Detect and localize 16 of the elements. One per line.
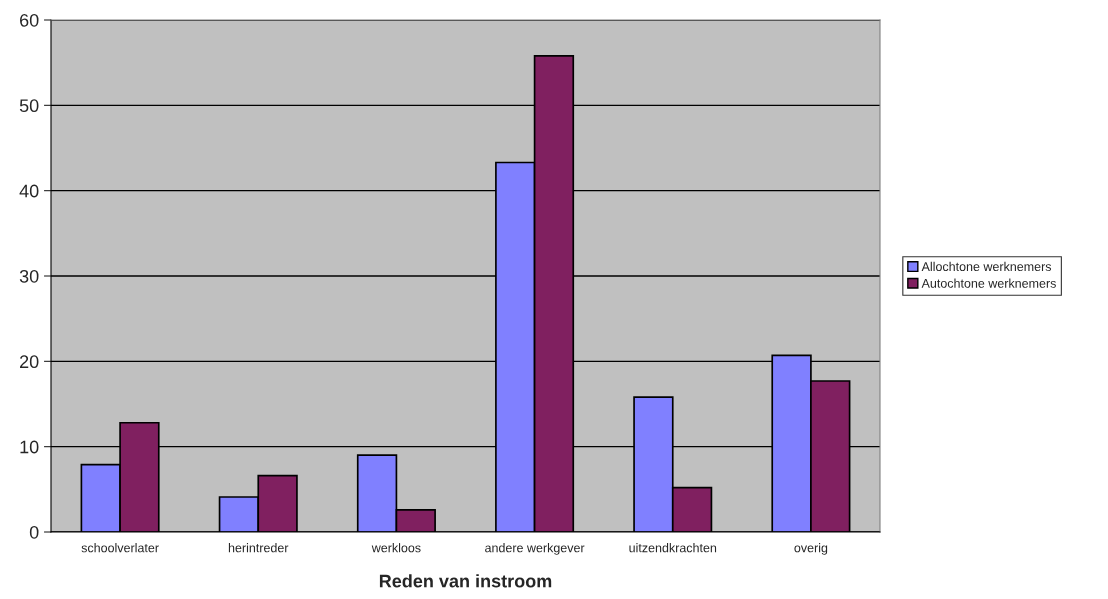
y-tick-label: 50 [19, 99, 39, 113]
y-tick-label: 0 [29, 525, 39, 539]
x-axis-title: Reden van instroom [379, 574, 552, 588]
x-tick-label: andere werkgever [485, 543, 585, 555]
y-tick-label: 20 [20, 355, 39, 369]
y-tick-label: 30 [19, 269, 39, 283]
legend-label: Allochtone werknemers [921, 261, 1052, 272]
y-tick-label: 60 [20, 13, 39, 27]
y-tick-label: 40 [19, 184, 39, 198]
x-tick-label: overig [794, 543, 828, 555]
x-tick-label: schoolverlater [81, 543, 159, 553]
x-tick-label: uitzendkrachten [629, 543, 717, 553]
x-tick-label: werkloos [371, 543, 421, 553]
y-tick-label: 10 [20, 440, 39, 454]
x-tick-label: herintreder [228, 543, 289, 553]
legend-label: Autochtone werknemers [921, 278, 1056, 288]
